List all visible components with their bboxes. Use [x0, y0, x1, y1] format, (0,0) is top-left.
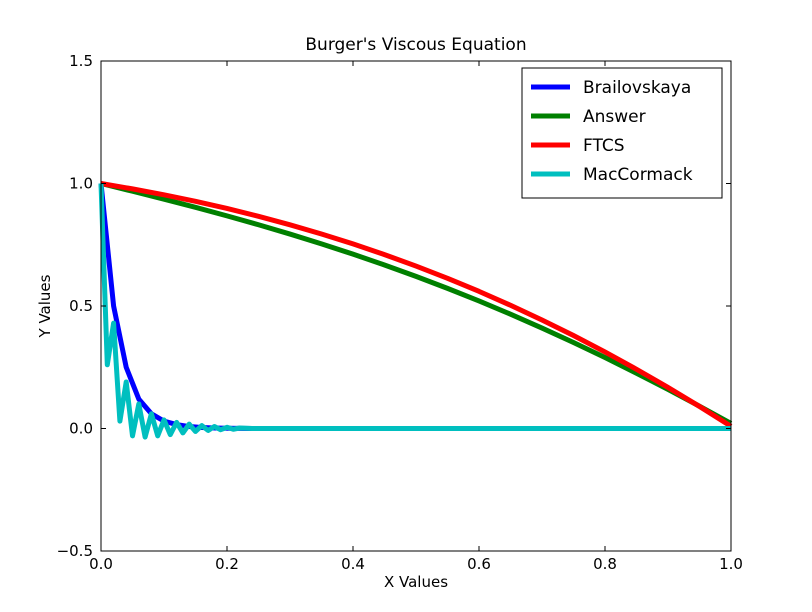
legend-label: MacCormack	[583, 165, 693, 185]
y-tick-label: 0.5	[69, 297, 93, 315]
x-tick-label: 0.6	[467, 555, 491, 573]
legend: Brailovskaya Answer FTCS MacCormack	[521, 67, 723, 199]
tick-layer: 0.0 0.2 0.4 0.6 0.8 1.0−0.50.00.51.01.5	[57, 52, 743, 573]
x-tick-label: 0.0	[89, 555, 113, 573]
legend-label: Brailovskaya	[583, 78, 691, 98]
plot-frame	[100, 60, 732, 552]
y-axis-label: Y Values	[36, 274, 54, 338]
series-layer	[98, 181, 733, 440]
series-line-maccormack	[98, 183, 731, 440]
x-tick-label: 0.8	[593, 555, 617, 573]
x-tick-label: 0.4	[341, 555, 365, 573]
x-tick-label: 0.2	[215, 555, 239, 573]
legend-label: FTCS	[583, 136, 625, 156]
y-tick-label: 1.0	[69, 175, 93, 193]
y-tick-label: 0.0	[69, 420, 93, 438]
x-axis-label: X Values	[384, 573, 448, 591]
x-tick-label: 1.0	[719, 555, 743, 573]
series-line-ftcs	[100, 181, 733, 429]
y-tick-label: −0.5	[57, 542, 93, 560]
series-line-answer	[100, 181, 733, 426]
legend-label: Answer	[583, 107, 646, 127]
chart-title: Burger's Viscous Equation	[305, 35, 526, 55]
y-tick-label: 1.5	[69, 52, 93, 70]
